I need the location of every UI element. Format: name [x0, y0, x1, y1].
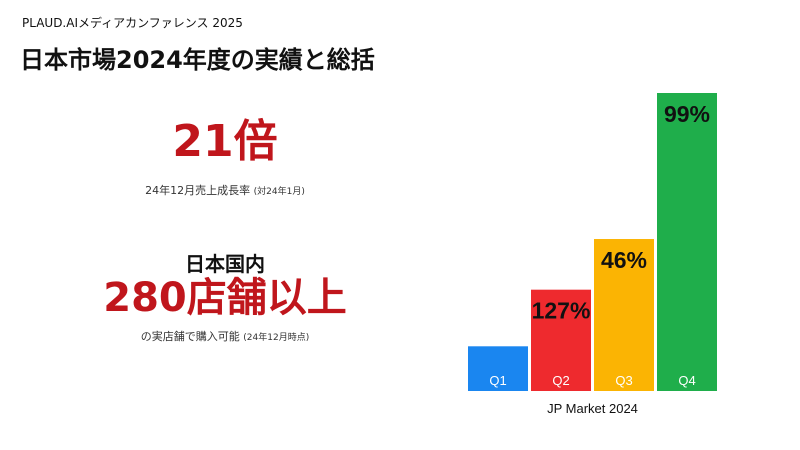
store-caption-note: (24年12月時点) — [243, 333, 310, 343]
category-label-q3: Q3 — [615, 373, 632, 388]
store-caption-text: の実店舗で購入可能 — [140, 330, 240, 343]
bar-q1 — [468, 346, 528, 391]
value-label-q2: 127% — [532, 298, 591, 324]
bar-q3 — [594, 239, 654, 391]
value-label-q4: 99% — [664, 101, 710, 127]
conference-label: PLAUD.AIメディアカンファレンス 2025 — [22, 16, 243, 30]
store-count-heading: 日本国内 — [185, 252, 265, 276]
bar-q2 — [531, 289, 591, 391]
growth-caption-note: (対24年1月) — [253, 187, 305, 197]
x-axis-label: JP Market 2024 — [547, 401, 638, 416]
category-label-q1: Q1 — [489, 373, 506, 388]
value-label-q3: 46% — [601, 247, 647, 273]
store-count-caption: の実店舗で購入可能 (24年12月時点) — [40, 328, 410, 344]
bar-q4 — [657, 93, 717, 391]
quarterly-bar-chart: Q1 Q2 127% Q3 46% Q4 99% JP Market 2024 — [468, 93, 717, 416]
growth-multiple-value: 21倍 — [172, 116, 278, 167]
growth-caption-text: 24年12月売上成長率 — [145, 184, 251, 197]
growth-caption: 24年12月売上成長率 (対24年1月) — [40, 182, 410, 198]
category-label-q2: Q2 — [552, 373, 569, 388]
store-count-value: 280店舗以上 — [103, 275, 347, 321]
category-label-q4: Q4 — [678, 373, 695, 388]
page-title: 日本市場2024年度の実績と総括 — [20, 46, 375, 74]
